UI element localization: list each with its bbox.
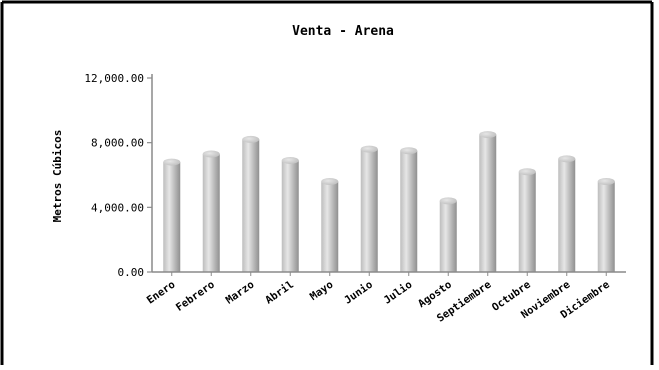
bar-cap [439, 197, 457, 205]
bar-noviembre [558, 155, 576, 272]
bar-body [439, 200, 457, 272]
bar-cap [518, 168, 536, 176]
bar-julio [400, 147, 418, 272]
y-tick-label: 4,000.00 [91, 201, 144, 214]
y-tick-label: 0.00 [118, 266, 145, 279]
y-tick-label: 12,000.00 [84, 72, 144, 85]
bar-body [242, 139, 260, 272]
bar-mayo [321, 177, 339, 272]
bar-body [518, 171, 536, 272]
bar-cap [281, 156, 299, 164]
x-tick-label: Abril [263, 279, 296, 307]
bar-diciembre [597, 177, 615, 272]
bar-cap [558, 155, 576, 163]
x-tick-label: Mayo [308, 279, 336, 303]
bar-cap [400, 147, 418, 155]
bar-body [400, 150, 418, 272]
bar-body [321, 181, 339, 272]
bar-marzo [242, 135, 260, 272]
y-axis-label: Metros Cúbicos [51, 130, 64, 223]
bar-octubre [518, 168, 536, 272]
x-tick-label: Febrero [174, 279, 217, 314]
bar-febrero [202, 150, 220, 272]
bar-cap [479, 131, 497, 139]
y-axis: 0.00 4,000.00 8,000.00 12,000.00 [84, 72, 153, 279]
bar-body [202, 153, 220, 272]
x-tick-label: Marzo [224, 279, 257, 307]
bar-cap [360, 145, 378, 153]
bar-junio [360, 145, 378, 272]
bar-cap [163, 158, 181, 166]
bar-body [479, 134, 497, 272]
bar-cap [597, 177, 615, 185]
y-tick-label: 8,000.00 [91, 137, 144, 150]
bar-body [558, 158, 576, 272]
bars [163, 131, 615, 272]
bar-agosto [439, 197, 457, 272]
bar-body [360, 149, 378, 272]
bar-body [163, 162, 181, 272]
bar-abril [281, 156, 299, 272]
x-tick-label: Julio [382, 279, 415, 307]
bar-cap [202, 150, 220, 158]
x-tick-label: Junio [342, 279, 375, 307]
bar-septiembre [479, 131, 497, 272]
bar-cap [242, 135, 260, 143]
chart-title: Venta - Arena [292, 24, 394, 39]
bar-enero [163, 158, 181, 272]
bar-body [281, 160, 299, 272]
bar-body [597, 181, 615, 272]
bar-cap [321, 177, 339, 185]
x-tick-label: Enero [145, 279, 178, 307]
